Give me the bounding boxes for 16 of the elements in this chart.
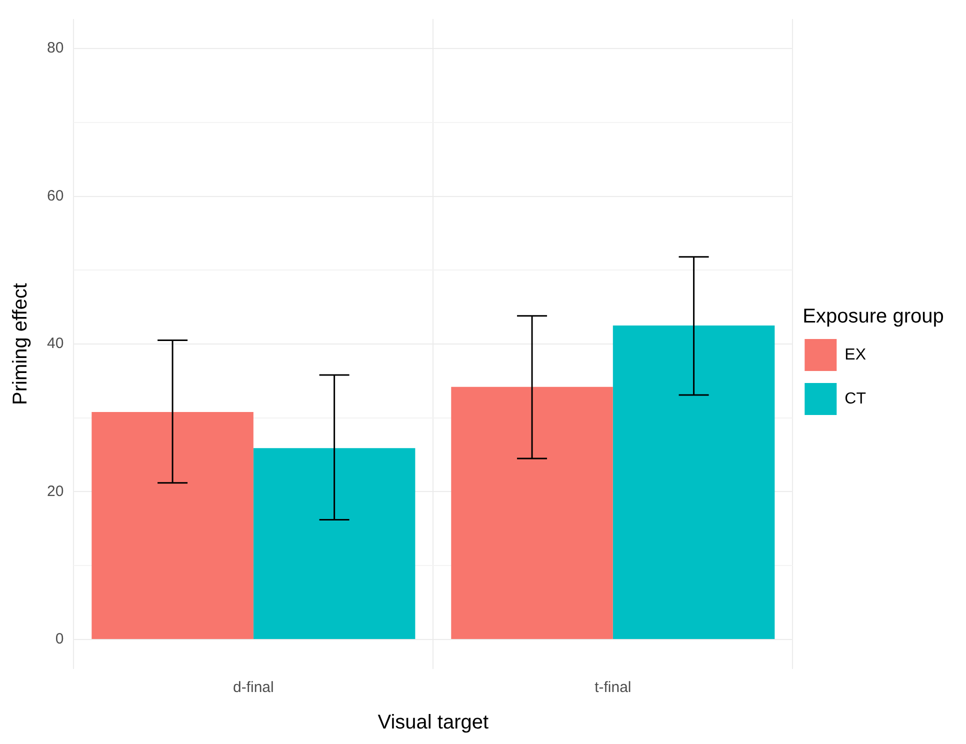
bar	[92, 412, 254, 639]
x-tick-label: d-final	[233, 679, 274, 696]
y-tick-label: 60	[46, 187, 64, 204]
x-axis-title: Visual target	[378, 712, 490, 734]
legend-label: CT	[844, 390, 866, 408]
bar	[253, 448, 416, 639]
legend-label: EX	[844, 346, 866, 364]
y-tick-label: 0	[55, 630, 64, 648]
legend-title: Exposure group	[802, 306, 944, 328]
y-tick-label: 20	[46, 482, 64, 500]
y-axis-title: Priming effect	[10, 282, 32, 405]
x-tick-label: t-final	[594, 679, 632, 696]
y-tick-label: 40	[46, 335, 64, 352]
bar	[451, 386, 613, 639]
y-tick-label: 80	[46, 40, 64, 57]
bar	[612, 326, 775, 639]
